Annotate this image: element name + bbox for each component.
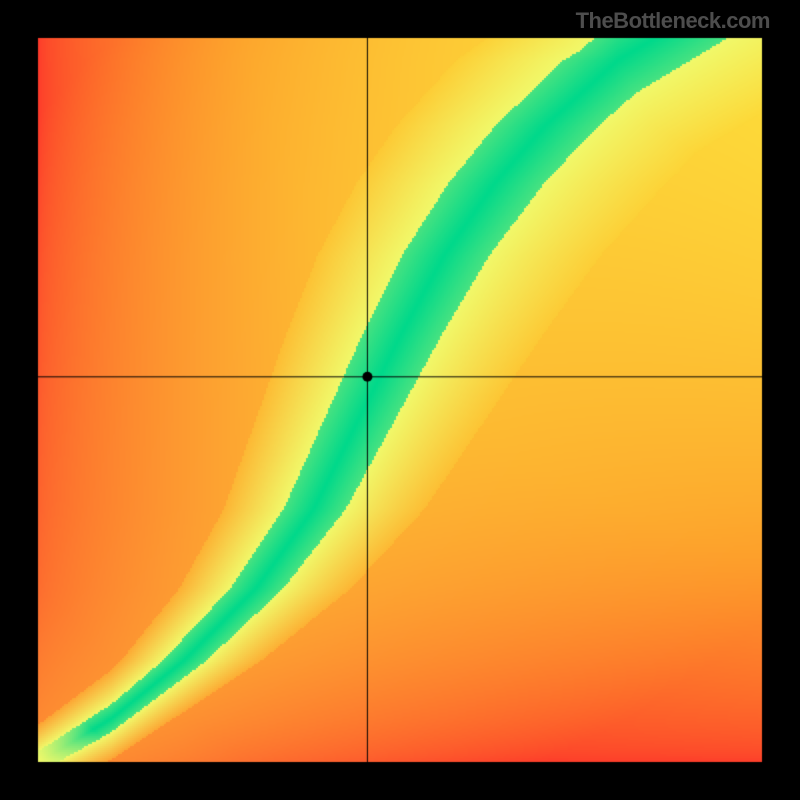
watermark-text: TheBottleneck.com <box>576 8 770 34</box>
root-container: TheBottleneck.com <box>0 0 800 800</box>
bottleneck-heatmap <box>0 0 800 800</box>
